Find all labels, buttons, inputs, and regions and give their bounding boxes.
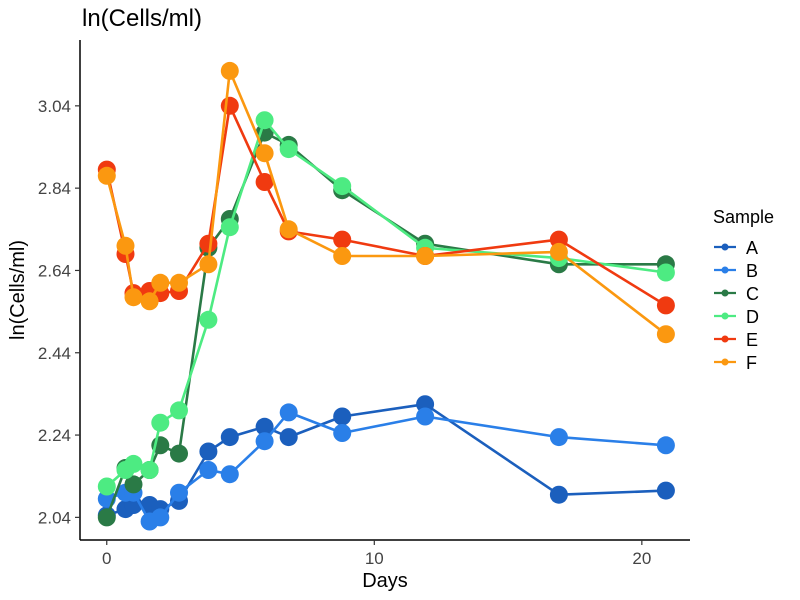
y-tick-label: 3.04 bbox=[38, 97, 71, 116]
data-point bbox=[220, 61, 239, 80]
series-f bbox=[97, 61, 675, 344]
data-point bbox=[333, 177, 352, 196]
data-point bbox=[97, 477, 116, 496]
series-c bbox=[97, 123, 675, 527]
data-point bbox=[333, 247, 352, 265]
data-point bbox=[140, 461, 159, 479]
data-point bbox=[199, 310, 218, 329]
series-line bbox=[106, 411, 666, 523]
data-point bbox=[220, 465, 239, 484]
y-tick-label: 2.44 bbox=[38, 344, 71, 363]
legend-item-b: B bbox=[714, 261, 758, 281]
legend-item-a: A bbox=[714, 238, 758, 258]
data-point bbox=[255, 432, 274, 451]
data-point bbox=[333, 424, 352, 442]
data-point bbox=[549, 428, 568, 447]
data-point bbox=[549, 242, 568, 261]
y-tick-label: 2.24 bbox=[38, 426, 71, 445]
data-point bbox=[416, 407, 435, 426]
data-point bbox=[220, 96, 239, 115]
legend-key-dot bbox=[721, 243, 729, 251]
data-point bbox=[656, 325, 675, 344]
series-layer bbox=[97, 61, 675, 531]
chart-title: ln(Cells/ml) bbox=[82, 5, 202, 32]
legend-label: E bbox=[746, 330, 758, 350]
y-axis-title: ln(Cells/ml) bbox=[7, 240, 29, 340]
data-point bbox=[199, 255, 218, 274]
data-point bbox=[656, 263, 675, 282]
data-point bbox=[279, 220, 298, 239]
legend-label: F bbox=[746, 353, 757, 373]
y-tick-label: 2.04 bbox=[38, 508, 71, 527]
data-point bbox=[151, 413, 170, 432]
x-tick-label: 10 bbox=[365, 549, 384, 568]
x-tick-label: 20 bbox=[632, 549, 651, 568]
data-point bbox=[333, 230, 352, 249]
legend-label: D bbox=[746, 307, 759, 327]
legend-label: A bbox=[746, 238, 758, 258]
series-d bbox=[97, 111, 675, 496]
data-point bbox=[255, 173, 274, 191]
data-point bbox=[124, 475, 143, 494]
legend-key-dot bbox=[721, 266, 729, 274]
axes: 2.04 2.24 2.44 2.64 2.84 3.04 0 10 20 bbox=[38, 40, 690, 568]
series-line bbox=[105, 131, 666, 518]
legend-key-dot bbox=[721, 312, 729, 320]
legend-label: C bbox=[746, 284, 759, 304]
data-point bbox=[255, 111, 274, 130]
series-line bbox=[105, 118, 667, 488]
data-point bbox=[97, 508, 116, 527]
x-tick-label: 0 bbox=[102, 549, 111, 568]
data-point bbox=[549, 485, 568, 504]
legend-item-c: C bbox=[714, 284, 759, 304]
data-point bbox=[124, 288, 143, 307]
data-point bbox=[656, 481, 675, 500]
data-point bbox=[416, 247, 435, 265]
data-point bbox=[170, 483, 188, 502]
data-point bbox=[124, 454, 143, 473]
data-point bbox=[416, 395, 435, 414]
legend-key-dot bbox=[721, 358, 729, 366]
data-point bbox=[170, 401, 188, 420]
data-point bbox=[151, 508, 170, 527]
legend-item-d: D bbox=[714, 307, 759, 327]
legend-key-dot bbox=[721, 289, 729, 297]
series-a bbox=[97, 395, 675, 525]
data-point bbox=[199, 234, 218, 253]
legend-key-dot bbox=[721, 335, 729, 343]
y-tick-label: 2.84 bbox=[38, 179, 71, 198]
data-point bbox=[279, 403, 298, 422]
legend-item-f: F bbox=[714, 353, 757, 373]
data-point bbox=[279, 428, 298, 447]
y-tick-label: 2.64 bbox=[38, 261, 71, 280]
x-axis-title: Days bbox=[362, 570, 408, 592]
data-point bbox=[220, 218, 239, 237]
data-point bbox=[656, 296, 675, 315]
data-point bbox=[170, 444, 188, 463]
data-point bbox=[656, 436, 675, 455]
data-point bbox=[220, 428, 239, 447]
legend-item-e: E bbox=[714, 330, 758, 350]
legend-label: B bbox=[746, 261, 758, 281]
data-point bbox=[97, 166, 116, 185]
data-point bbox=[151, 273, 170, 292]
data-point bbox=[279, 140, 298, 159]
data-point bbox=[116, 236, 135, 255]
data-point bbox=[199, 442, 218, 461]
data-point bbox=[549, 230, 568, 249]
data-point bbox=[255, 417, 274, 436]
data-point bbox=[199, 461, 218, 479]
data-point bbox=[333, 407, 352, 426]
data-point bbox=[255, 144, 274, 163]
data-point bbox=[140, 292, 159, 311]
series-line bbox=[105, 69, 667, 336]
legend-title: Sample bbox=[713, 207, 774, 227]
series-b bbox=[97, 403, 675, 531]
series-line bbox=[106, 402, 666, 517]
data-point bbox=[170, 273, 188, 292]
